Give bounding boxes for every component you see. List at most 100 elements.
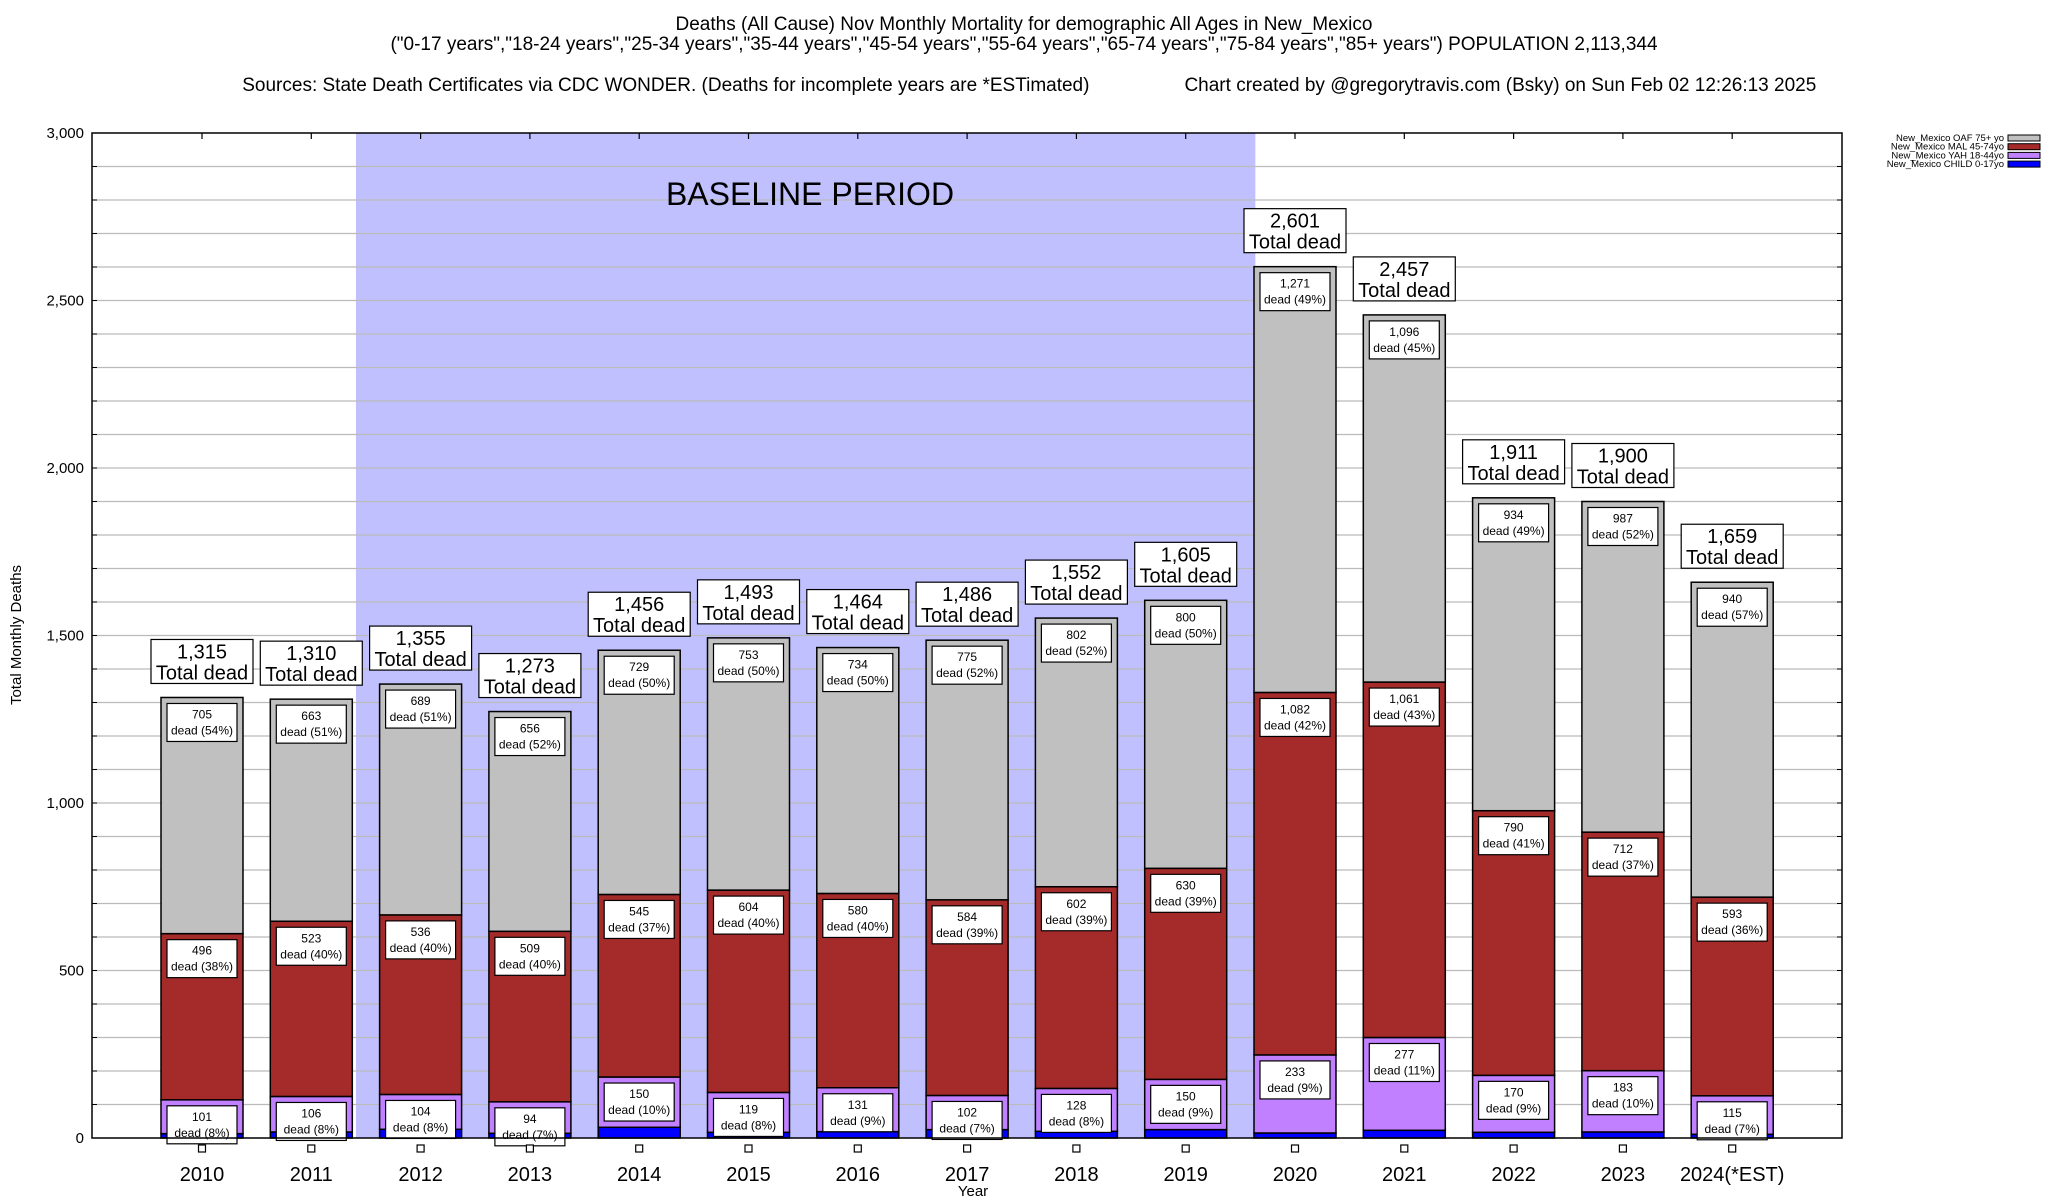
segment-value-label: 102	[957, 1105, 977, 1119]
segment-label: 1,061 dead (43%)	[1368, 687, 1440, 727]
bar-segment-child	[1253, 1132, 1337, 1139]
segment-value-label: 104	[411, 1104, 431, 1118]
bar-group-2012	[378, 683, 463, 1139]
total-label-box	[806, 588, 910, 635]
y-tick-label: 3,000	[46, 125, 84, 142]
total-suffix-label: Total dead	[593, 615, 685, 637]
segment-label: 1,271 dead (49%)	[1259, 272, 1331, 312]
segment-label-box	[822, 1093, 894, 1133]
segment-value-label: 734	[848, 658, 868, 672]
labels-layer: BASELINE PERIOD 101 dead (8%) 496 dead (38%)…	[150, 176, 1784, 1147]
total-suffix-label: Total dead	[265, 664, 357, 686]
segment-label-box	[1368, 687, 1440, 727]
segment-value-label: 934	[1504, 508, 1524, 522]
segment-value-label: 604	[738, 900, 758, 914]
bar-segment-child	[1362, 1129, 1447, 1139]
x-tick-label: 2023	[1601, 1164, 1646, 1186]
total-suffix-label: Total dead	[374, 649, 466, 671]
segment-label: 584 dead (39%)	[931, 905, 1003, 945]
total-value-label: 1,486	[942, 584, 992, 606]
legend-label: New_Mexico MAL 45-74yo	[1891, 142, 2004, 153]
segment-value-label: 940	[1722, 592, 1742, 606]
segment-label: 775 dead (52%)	[931, 645, 1003, 685]
segment-label: 802 dead (52%)	[1040, 623, 1113, 663]
segment-value-label: 183	[1613, 1081, 1633, 1095]
segment-label-box	[1587, 506, 1659, 547]
segment-label: 800 dead (50%)	[1150, 605, 1222, 645]
point-marker	[744, 1144, 753, 1153]
segment-pct-label: dead (37%)	[1592, 858, 1654, 872]
segment-label-box	[494, 716, 566, 757]
bar-segment-mal	[1253, 691, 1337, 1056]
segment-value-label: 729	[629, 660, 649, 674]
segment-pct-label: dead (45%)	[1373, 341, 1435, 355]
segment-label: 729 dead (50%)	[603, 655, 675, 695]
segment-label: 102 dead (7%)	[931, 1100, 1003, 1141]
point-marker	[525, 1144, 535, 1153]
segment-label: 689 dead (51%)	[385, 689, 457, 729]
segment-label-box	[603, 899, 675, 940]
segment-label: 734 dead (50%)	[822, 652, 894, 693]
segment-label-box	[494, 1107, 566, 1147]
segment-label-box	[1477, 1080, 1550, 1120]
segment-pct-label: dead (7%)	[502, 1128, 557, 1142]
segment-value-label: 170	[1504, 1085, 1524, 1099]
total-value-label: 1,310	[286, 643, 336, 665]
x-tick-label: 2024(*EST)	[1680, 1164, 1785, 1186]
segment-pct-label: dead (40%)	[390, 941, 452, 955]
segment-label: 1,096 dead (45%)	[1368, 320, 1440, 360]
segment-value-label: 536	[411, 925, 431, 939]
segment-label: 940 dead (57%)	[1696, 587, 1768, 627]
segment-value-label: 106	[301, 1106, 321, 1120]
total-label-box	[478, 652, 582, 699]
x-tick-label: 2017	[945, 1164, 990, 1186]
y-tick-label: 0	[76, 1130, 84, 1147]
legend-label: New_Mexico OAF 75+ yo	[1896, 133, 2004, 144]
bar-segment-mal	[1362, 681, 1447, 1039]
total-suffix-label: Total dead	[156, 662, 248, 684]
segment-pct-label: dead (51%)	[280, 725, 342, 739]
x-tick-label: 2016	[836, 1164, 881, 1186]
point-marker	[1618, 1144, 1628, 1153]
segment-label-box	[1368, 320, 1440, 360]
segment-label-box	[712, 643, 785, 683]
x-tick-label: 2021	[1382, 1164, 1427, 1186]
segment-label: 663 dead (51%)	[275, 704, 347, 744]
segment-pct-label: dead (49%)	[1264, 293, 1326, 307]
segment-pct-label: dead (40%)	[280, 947, 342, 961]
segment-value-label: 131	[848, 1098, 868, 1112]
segment-pct-label: dead (40%)	[717, 916, 779, 930]
segment-label-box	[166, 702, 238, 743]
segment-pct-label: dead (42%)	[1264, 718, 1326, 732]
segment-value-label: 775	[957, 650, 977, 664]
chart-subtitle: ("0-17 years","18-24 years","25-34 years…	[390, 34, 1658, 55]
total-value-label: 1,552	[1051, 562, 1101, 584]
segment-label-box	[1477, 816, 1550, 856]
segment-label-box	[1587, 837, 1659, 877]
segment-value-label: 128	[1066, 1098, 1086, 1112]
segment-value-label: 800	[1176, 610, 1196, 624]
segment-label-box	[166, 939, 238, 979]
bar-group-2015	[706, 637, 791, 1139]
source-note: Sources: State Death Certificates via CD…	[242, 75, 1090, 96]
segment-pct-label: dead (54%)	[171, 723, 233, 737]
segment-value-label: 802	[1066, 628, 1086, 642]
total-label-box	[696, 579, 801, 625]
segment-value-label: 663	[301, 709, 321, 723]
x-tick-label: 2019	[1163, 1164, 1208, 1186]
x-tick-label: 2010	[180, 1164, 225, 1186]
total-suffix-label: Total dead	[484, 677, 576, 699]
x-tick-label: 2015	[726, 1164, 771, 1186]
bar-segment-oaf	[1581, 500, 1665, 833]
segment-label-box	[1696, 902, 1768, 942]
total-value-label: 1,315	[177, 641, 227, 663]
point-marker	[197, 1144, 207, 1153]
total-suffix-label: Total dead	[1030, 583, 1122, 605]
bar-group-2019	[1143, 599, 1228, 1139]
